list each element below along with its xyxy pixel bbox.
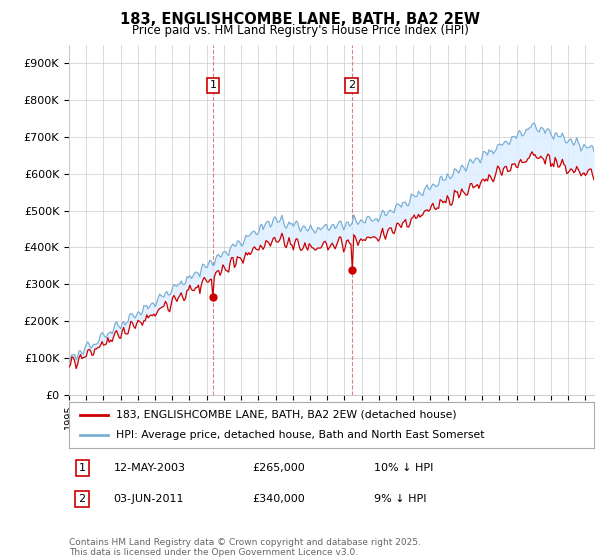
Text: 03-JUN-2011: 03-JUN-2011 bbox=[113, 494, 184, 503]
Text: 2: 2 bbox=[79, 494, 86, 503]
Text: 12-MAY-2003: 12-MAY-2003 bbox=[113, 463, 185, 473]
Text: £340,000: £340,000 bbox=[253, 494, 305, 503]
Text: 1: 1 bbox=[209, 80, 217, 90]
Text: HPI: Average price, detached house, Bath and North East Somerset: HPI: Average price, detached house, Bath… bbox=[116, 430, 485, 440]
Text: Price paid vs. HM Land Registry's House Price Index (HPI): Price paid vs. HM Land Registry's House … bbox=[131, 24, 469, 37]
Text: 183, ENGLISHCOMBE LANE, BATH, BA2 2EW: 183, ENGLISHCOMBE LANE, BATH, BA2 2EW bbox=[120, 12, 480, 27]
Text: 9% ↓ HPI: 9% ↓ HPI bbox=[373, 494, 426, 503]
Text: 10% ↓ HPI: 10% ↓ HPI bbox=[373, 463, 433, 473]
Text: 183, ENGLISHCOMBE LANE, BATH, BA2 2EW (detached house): 183, ENGLISHCOMBE LANE, BATH, BA2 2EW (d… bbox=[116, 410, 457, 420]
Text: Contains HM Land Registry data © Crown copyright and database right 2025.
This d: Contains HM Land Registry data © Crown c… bbox=[69, 538, 421, 557]
Text: 2: 2 bbox=[348, 80, 355, 90]
Text: 1: 1 bbox=[79, 463, 86, 473]
Text: £265,000: £265,000 bbox=[253, 463, 305, 473]
